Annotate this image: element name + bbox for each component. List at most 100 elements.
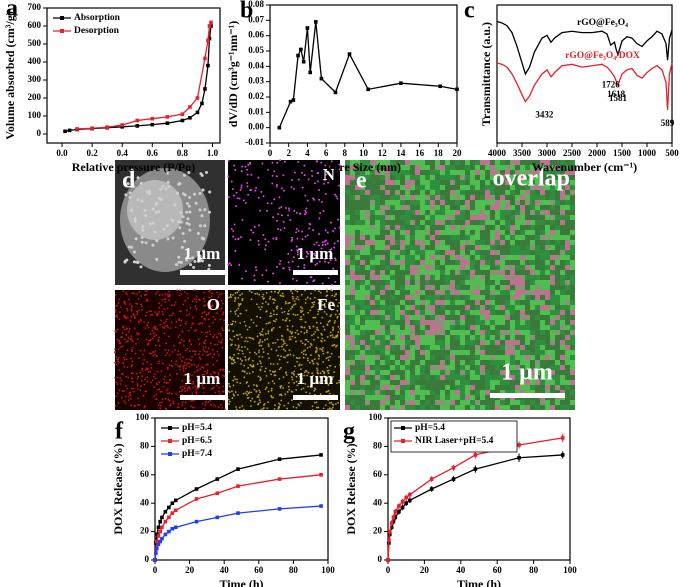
texture-dot <box>450 225 455 230</box>
texture-dot <box>520 250 525 255</box>
texture-dot <box>116 338 119 341</box>
texture-dot <box>500 230 505 235</box>
texture-dot <box>314 296 316 299</box>
texture-dot <box>298 404 301 407</box>
texture-dot <box>540 210 545 215</box>
texture-dot <box>286 407 289 410</box>
texture-dot <box>505 220 510 225</box>
texture-dot <box>535 205 540 210</box>
texture-dot <box>296 253 299 256</box>
texture-dot <box>218 377 220 380</box>
texture-dot <box>253 279 256 282</box>
texture-dot <box>213 379 216 382</box>
texture-dot <box>360 305 365 310</box>
texture-dot <box>390 235 395 240</box>
panel-label: e <box>356 168 367 194</box>
texture-dot <box>292 354 295 357</box>
texture-dot <box>227 390 230 393</box>
texture-dot <box>530 205 535 210</box>
texture-dot <box>570 310 575 315</box>
texture-dot <box>232 358 235 361</box>
texture-dot <box>337 401 340 404</box>
texture-dot <box>565 360 570 365</box>
texture-dot <box>183 364 186 367</box>
texture-dot <box>186 381 188 384</box>
texture-dot <box>274 341 277 344</box>
texture-dot <box>244 356 247 358</box>
texture-dot <box>259 316 262 319</box>
texture-dot <box>338 184 341 187</box>
texture-dot <box>410 270 415 275</box>
texture-dot <box>385 165 390 170</box>
texture-dot <box>560 275 565 280</box>
texture-dot <box>400 215 405 220</box>
texture-dot <box>555 235 560 240</box>
texture-dot <box>272 319 275 322</box>
texture-dot <box>490 290 495 295</box>
texture-dot <box>244 346 246 348</box>
texture-dot <box>265 269 268 272</box>
texture-dot <box>465 265 470 270</box>
texture-dot <box>140 199 144 203</box>
texture-dot <box>365 280 370 285</box>
texture-dot <box>435 295 440 300</box>
data-point <box>154 539 159 544</box>
texture-dot <box>301 238 304 241</box>
texture-dot <box>365 320 370 325</box>
texture-dot <box>322 352 325 355</box>
texture-dot <box>350 345 355 350</box>
texture-dot <box>460 315 465 320</box>
texture-dot <box>229 293 232 296</box>
texture-dot <box>329 221 332 224</box>
texture-dot <box>250 405 252 408</box>
texture-dot <box>350 390 355 395</box>
y-tick-label: 100 <box>369 412 383 422</box>
texture-dot <box>199 172 203 176</box>
texture-dot <box>316 326 319 329</box>
texture-dot <box>350 400 355 405</box>
texture-dot <box>217 406 220 408</box>
texture-dot <box>480 170 485 175</box>
texture-dot <box>440 245 445 250</box>
texture-dot <box>480 285 485 290</box>
texture-dot <box>545 170 550 175</box>
texture-dot <box>385 305 390 310</box>
texture-dot <box>296 329 299 332</box>
texture-dot <box>150 310 153 313</box>
texture-dot <box>127 337 130 339</box>
texture-dot <box>465 280 470 285</box>
texture-dot <box>450 325 455 330</box>
texture-dot <box>380 330 385 335</box>
texture-dot <box>470 285 475 290</box>
texture-dot <box>240 186 243 189</box>
texture-dot <box>420 190 425 195</box>
texture-dot <box>183 361 186 364</box>
texture-dot <box>565 185 570 190</box>
x-tick-label: 2 <box>286 148 291 158</box>
texture-dot <box>365 380 370 385</box>
texture-dot <box>530 245 535 250</box>
texture-dot <box>425 285 430 290</box>
texture-dot <box>445 225 450 230</box>
legend-label: Absorption <box>74 13 121 23</box>
texture-dot <box>550 245 555 250</box>
texture-dot <box>505 370 510 375</box>
texture-dot <box>460 210 465 215</box>
texture-dot <box>253 225 256 228</box>
texture-dot <box>375 170 380 175</box>
texture-dot <box>273 374 276 377</box>
texture-dot <box>480 210 485 215</box>
data-point <box>163 509 168 514</box>
texture-dot <box>129 404 132 407</box>
texture-dot <box>299 306 302 308</box>
texture-dot <box>192 380 194 383</box>
texture-dot <box>163 375 166 378</box>
texture-dot <box>178 226 182 230</box>
texture-dot <box>155 334 157 337</box>
y-tick-label: 0.03 <box>248 76 264 86</box>
texture-dot <box>475 360 480 365</box>
texture-dot <box>312 229 315 232</box>
texture-dot <box>241 277 244 280</box>
texture-dot <box>319 347 322 350</box>
texture-dot <box>196 369 199 372</box>
